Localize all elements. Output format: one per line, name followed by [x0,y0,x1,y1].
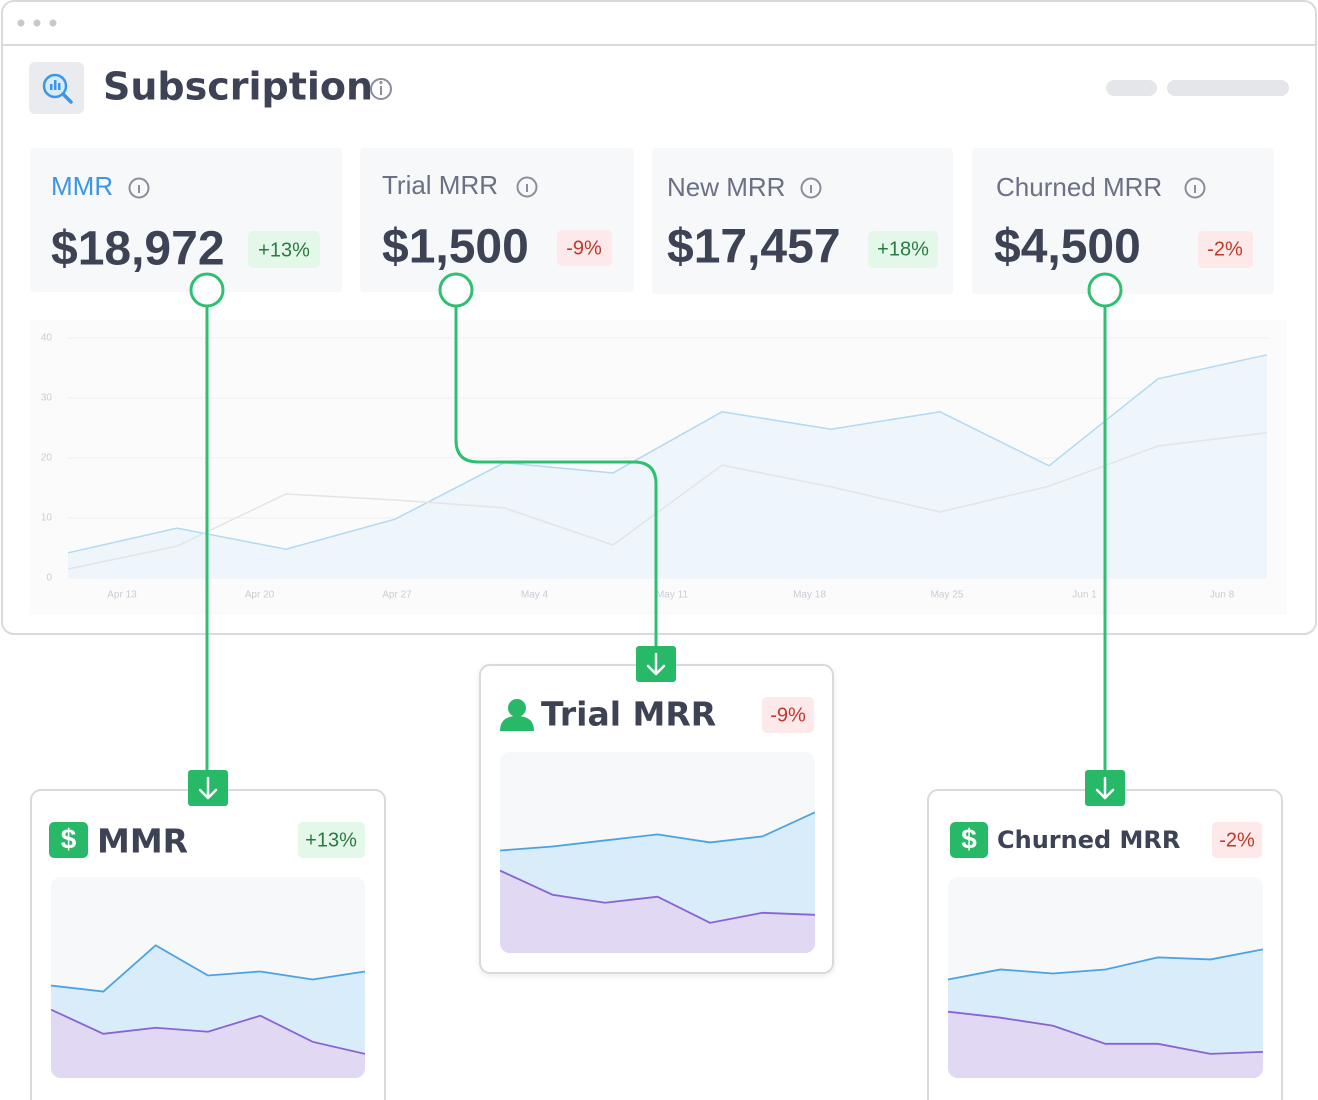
y-tick-label: 30 [41,393,53,404]
page-title: Subscription [103,65,373,109]
area [51,1009,365,1078]
kpi-value: $18,972 [51,223,225,276]
area [68,354,1267,578]
badge [1212,822,1262,858]
placeholder [1167,80,1289,96]
line [948,1010,1263,1055]
y-tick-label: 10 [41,513,53,524]
card-title: MMR [97,822,188,861]
kpi-label: Trial MRR [382,170,498,200]
kpi-label: New MRR [667,172,785,202]
dollar-glyph: $ [61,823,77,854]
kpi-change: -2% [1207,238,1243,260]
line [51,944,365,993]
kpi-label: Churned MRR [996,172,1162,202]
x-tick-label: May 25 [931,590,964,601]
mini-chart [51,944,365,1078]
card-change: -2% [1219,829,1255,851]
badge [762,697,814,733]
card-change: +13% [305,829,357,851]
placeholder [1106,80,1157,96]
x-tick-label: Jun 8 [1210,590,1235,601]
info-icon [370,78,392,100]
line [500,811,815,852]
mini-chart [948,948,1263,1078]
kpi-change: -9% [566,237,602,259]
search-chart-icon [42,73,73,104]
line [500,869,815,924]
card-title: Churned MRR [997,826,1180,854]
card-title: Trial MRR [541,695,716,734]
line [67,432,1268,570]
kpi-value: $1,500 [382,221,529,274]
kpi-card: New MRR $17,457 +18% [652,148,953,294]
x-tick-label: May 11 [656,590,688,601]
connectors [189,272,1123,772]
dollar-icon [49,822,88,858]
x-tick-label: May 18 [793,590,826,601]
kpi-value: $17,457 [667,221,841,274]
x-tick-label: May 4 [521,590,549,601]
area [500,870,815,953]
arrow-badges [188,646,1125,806]
x-tick-label: Apr 20 [245,590,275,601]
mini-chart [500,811,815,953]
person-icon [500,699,534,731]
y-tick-label: 20 [41,453,53,464]
kpi-card: Trial MRR $1,500 -9% [360,148,634,292]
x-tick-label: Apr 27 [382,590,412,601]
window-dots [17,19,57,27]
y-tick-label: 0 [46,573,52,584]
kpi-value: $4,500 [994,221,1141,274]
line [51,1008,365,1055]
badge [298,822,365,858]
kpi-label: MMR [51,171,113,201]
area [948,1011,1263,1078]
y-tick-label: 40 [41,333,53,344]
kpi-change: +18% [877,238,929,260]
dollar-icon [950,822,988,858]
card-change: -9% [770,704,806,726]
x-tick-label: Jun 1 [1072,590,1097,601]
line [948,948,1263,981]
kpi-info-icons [128,176,1206,199]
kpi-change: +13% [258,239,310,261]
dollar-glyph: $ [961,823,977,854]
kpi-card: Churned MRR $4,500 -2% [972,148,1274,294]
line [67,354,1268,554]
x-tick-label: Apr 13 [107,590,137,601]
kpi-card: MMR $18,972 +13% [30,148,342,292]
